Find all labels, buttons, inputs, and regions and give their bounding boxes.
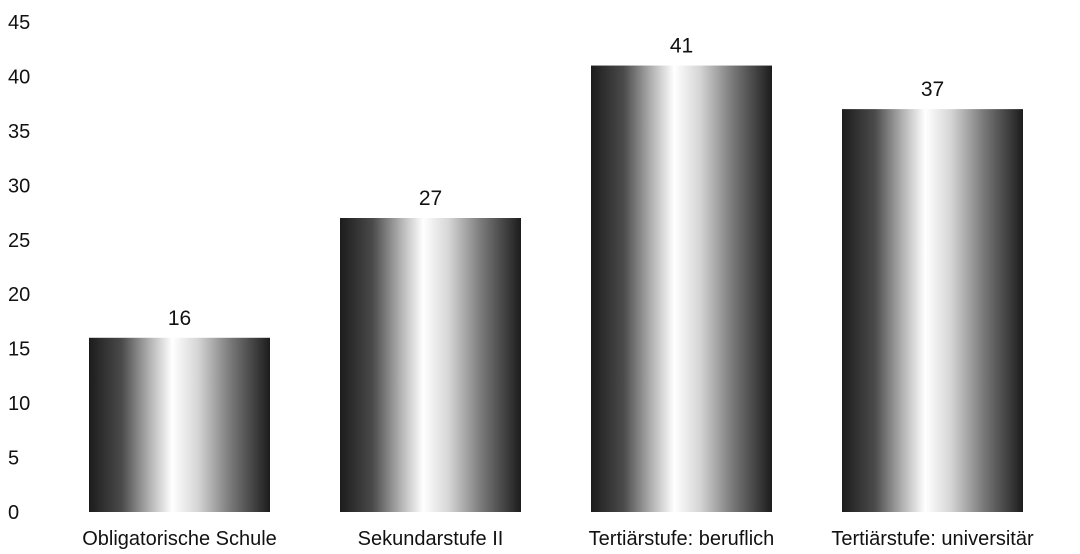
data-label: 27 bbox=[419, 187, 442, 210]
data-label: 16 bbox=[168, 307, 191, 330]
y-tick-label: 10 bbox=[8, 393, 30, 415]
category-label: Obligatorische Schule bbox=[82, 528, 277, 550]
data-label: 37 bbox=[921, 78, 944, 101]
bar bbox=[842, 109, 1023, 512]
y-axis: 0 5 10 15 20 25 30 35 40 45 bbox=[8, 12, 30, 524]
y-tick-label: 15 bbox=[8, 339, 30, 361]
category-label: Sekundarstufe II bbox=[358, 528, 504, 550]
y-tick-label: 20 bbox=[8, 284, 30, 306]
y-tick-label: 40 bbox=[8, 66, 30, 88]
data-label: 41 bbox=[670, 35, 693, 58]
x-axis: Obligatorische Schule Sekundarstufe II Ter… bbox=[82, 528, 1034, 550]
bars bbox=[89, 65, 1023, 513]
bar bbox=[591, 65, 772, 513]
data-labels: 16 27 41 37 bbox=[168, 35, 944, 330]
category-label: Tertiärstufe: beruflich bbox=[589, 528, 775, 550]
y-tick-label: 30 bbox=[8, 175, 30, 197]
y-tick-label: 45 bbox=[8, 12, 30, 34]
bar bbox=[340, 218, 521, 512]
y-tick-label: 25 bbox=[8, 230, 30, 252]
y-tick-label: 5 bbox=[8, 448, 19, 470]
y-tick-label: 35 bbox=[8, 121, 30, 143]
bar bbox=[89, 337, 270, 512]
category-label: Tertiärstufe: universitär bbox=[831, 528, 1034, 550]
y-tick-label: 0 bbox=[8, 502, 19, 524]
